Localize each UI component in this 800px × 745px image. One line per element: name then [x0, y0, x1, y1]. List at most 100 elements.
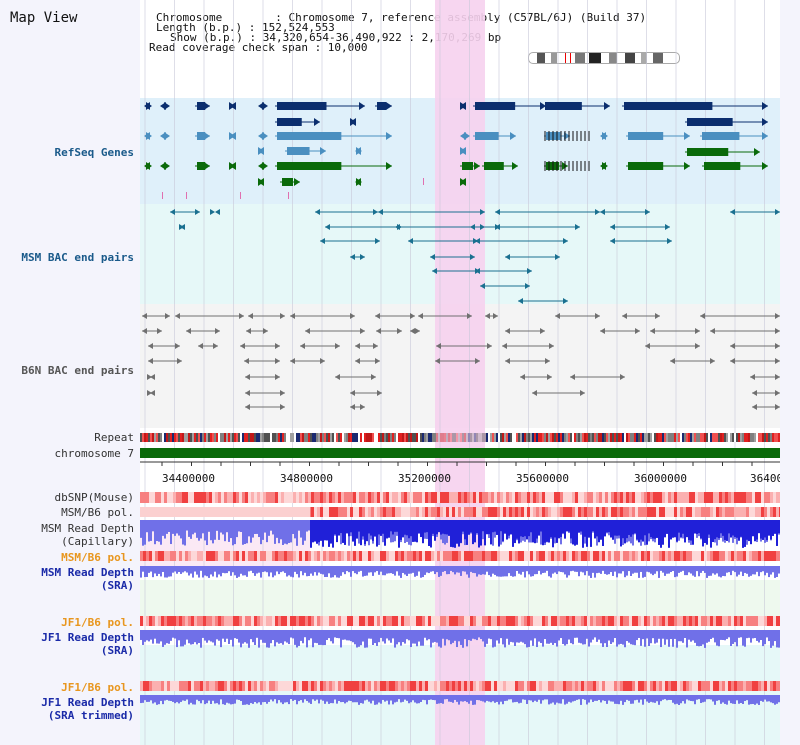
genome-browser-plot[interactable]: 34400000 34800000 35200000 35600000 3600… — [140, 0, 780, 745]
polymorphism-segment — [527, 507, 530, 517]
read-depth-bar — [654, 630, 656, 644]
track-label-b6n-bac-end-pairs[interactable]: B6N BAC end pairs — [21, 364, 134, 377]
read-depth-bar — [522, 630, 524, 643]
gene-strand-arrow — [512, 162, 518, 170]
bac-end-left — [244, 358, 249, 364]
polymorphism-segment — [311, 681, 314, 691]
read-depth-bar — [490, 630, 492, 640]
read-depth-bar — [630, 630, 632, 645]
bac-end-right — [620, 374, 625, 380]
read-depth-bar — [348, 566, 350, 573]
bac-end-right — [487, 343, 492, 349]
polymorphism-segment — [167, 616, 170, 626]
repeat-segment — [724, 433, 726, 442]
repeat-segment — [536, 433, 538, 442]
polymorphism-segment — [314, 616, 317, 626]
polymorphism-segment — [191, 616, 194, 626]
read-depth-bar — [762, 630, 764, 647]
read-depth-bar — [748, 566, 750, 577]
read-depth-bar — [534, 520, 536, 544]
plot-canvas[interactable]: 34400000 34800000 35200000 35600000 3600… — [140, 0, 780, 745]
polymorphism-segment — [692, 681, 695, 691]
polymorphism-segment — [320, 492, 323, 503]
polymorphism-segment — [515, 616, 518, 626]
bac-end-right — [580, 390, 585, 396]
read-depth-bar — [450, 520, 452, 547]
read-depth-bar — [562, 630, 564, 644]
polymorphism-segment — [335, 507, 338, 517]
read-depth-bar — [244, 695, 246, 705]
track-label-msm-b6-pol-sra: MSM/B6 pol. — [61, 551, 134, 564]
read-depth-bar — [204, 630, 206, 641]
length-info: Length (b.p.) : 152,524,553 — [156, 21, 335, 34]
polymorphism-segment — [545, 507, 548, 517]
gene-strand-arrow — [460, 178, 466, 186]
polymorphism-segment — [200, 616, 203, 626]
read-depth-bar — [214, 695, 216, 704]
read-depth-bar — [428, 630, 430, 640]
read-depth-bar — [618, 630, 620, 645]
polymorphism-segment — [476, 551, 479, 561]
bac-end-right — [360, 254, 365, 260]
read-depth-bar — [664, 630, 666, 645]
read-depth-bar — [358, 520, 360, 532]
read-depth-bar — [348, 630, 350, 641]
polymorphism-segment — [569, 616, 572, 626]
read-depth-bar — [702, 566, 704, 571]
read-depth-bar — [296, 695, 298, 705]
polymorphism-segment — [266, 492, 269, 503]
polymorphism-segment — [341, 681, 344, 691]
read-depth-bar — [736, 630, 738, 647]
read-depth-bar — [406, 520, 408, 536]
chromosome-ideogram[interactable] — [528, 52, 680, 64]
repeat-segment — [218, 433, 220, 442]
polymorphism-segment — [545, 681, 548, 691]
read-depth-bar — [680, 630, 682, 642]
read-depth-bar — [290, 566, 292, 577]
polymorphism-segment — [722, 551, 725, 561]
read-depth-bar — [170, 630, 172, 641]
repeat-segment — [158, 433, 160, 442]
polymorphism-segment — [191, 551, 194, 561]
read-depth-bar — [578, 520, 580, 533]
polymorphism-segment — [674, 507, 677, 517]
polymorphism-segment — [614, 551, 617, 561]
bac-end-left — [610, 224, 615, 230]
read-depth-bar — [326, 566, 328, 577]
polymorphism-segment — [608, 681, 611, 691]
polymorphism-segment — [284, 492, 287, 503]
track-label-refseq-genes[interactable]: RefSeq Genes — [54, 146, 134, 159]
bac-end-right — [213, 343, 218, 349]
read-depth-bar — [280, 566, 282, 573]
read-depth-bar — [182, 695, 184, 701]
read-depth-bar — [610, 520, 612, 538]
read-depth-bar — [294, 630, 296, 645]
polymorphism-segment — [686, 507, 689, 517]
track-label-msm-read-depth-sra: MSM Read Depth — [41, 566, 134, 579]
read-depth-bar — [184, 520, 186, 546]
read-depth-bar — [398, 566, 400, 576]
read-depth-bar — [760, 520, 762, 539]
read-depth-bar — [556, 695, 558, 703]
polymorphism-segment — [257, 616, 260, 626]
read-depth-bar — [390, 695, 392, 701]
polymorphism-segment — [605, 616, 608, 626]
read-depth-bar — [650, 630, 652, 644]
repeat-segment — [268, 433, 270, 442]
polymorphism-segment — [503, 551, 506, 561]
gene-strand-arrow — [460, 102, 466, 110]
track-label-msm-bac-end-pairs[interactable]: MSM BAC end pairs — [21, 251, 134, 264]
read-depth-bar — [336, 695, 338, 704]
bac-end-right — [563, 238, 568, 244]
polymorphism-segment — [449, 681, 452, 691]
polymorphism-segment — [413, 681, 416, 691]
read-depth-bar — [454, 566, 456, 575]
read-depth-bar — [216, 566, 218, 578]
polymorphism-segment — [599, 616, 602, 626]
polymorphism-segment — [146, 616, 149, 626]
repeat-segment — [630, 433, 632, 442]
polymorphism-segment — [341, 492, 344, 503]
polymorphism-segment — [599, 507, 602, 517]
read-depth-bar — [464, 695, 466, 702]
polymorphism-segment — [686, 492, 689, 503]
